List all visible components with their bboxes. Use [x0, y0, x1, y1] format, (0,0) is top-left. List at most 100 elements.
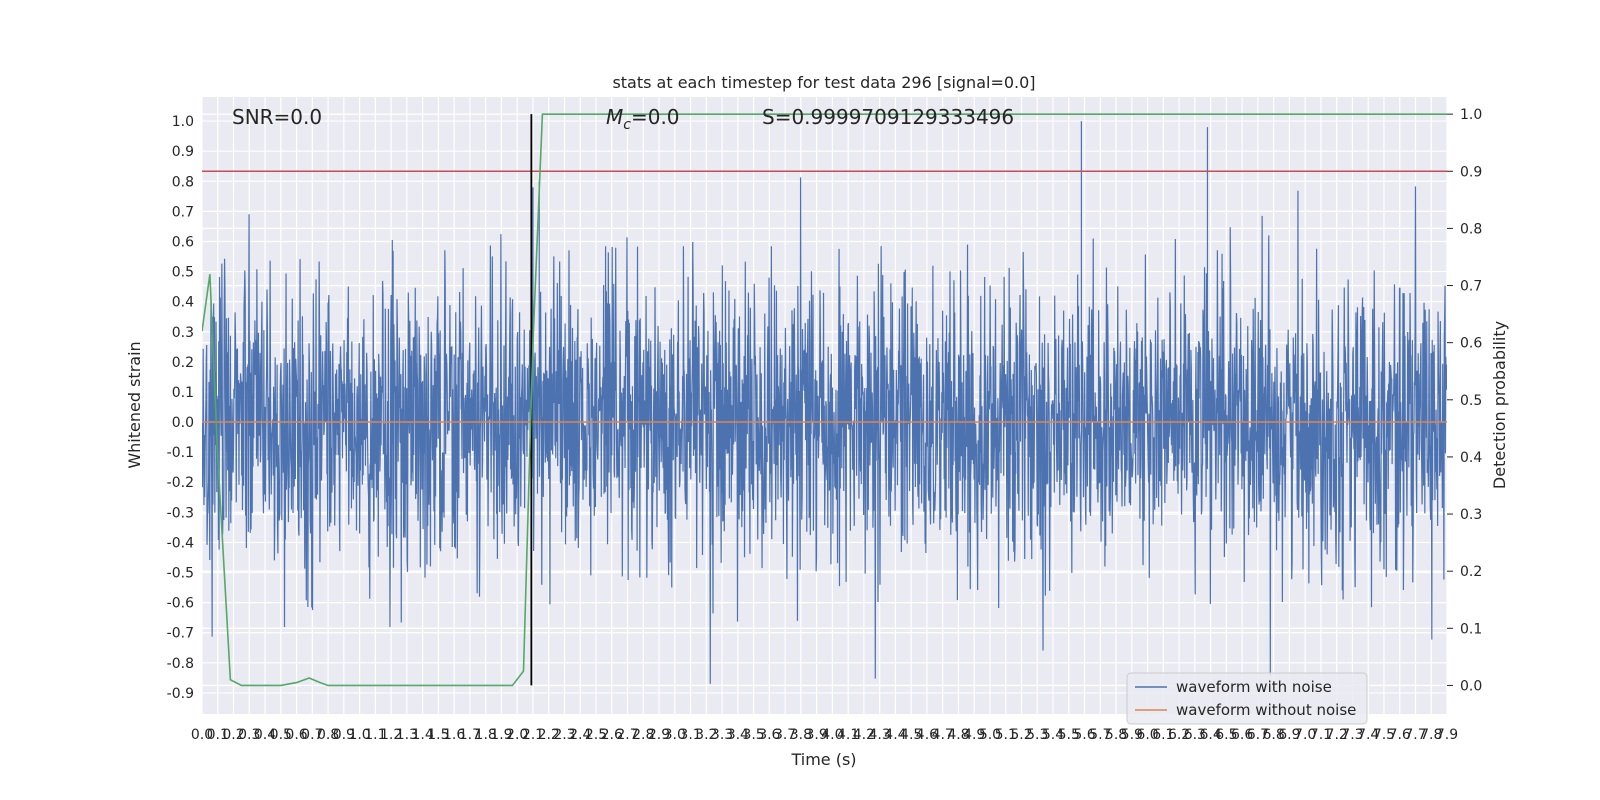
x-tick-label: 6.0	[1136, 727, 1158, 743]
y2-tick-label: 0.7	[1460, 279, 1482, 295]
x-tick-label: 3.4	[727, 727, 749, 743]
x-tick-label: 2.9	[648, 727, 670, 743]
x-tick-label: 2.0	[506, 727, 528, 743]
y2-tick-label: 0.1	[1460, 621, 1482, 637]
x-tick-label: 0.0	[191, 727, 213, 743]
x-tick-label: 7.8	[1420, 727, 1442, 743]
x-tick-label: 3.3	[711, 727, 733, 743]
x-tick-label: 7.1	[1310, 727, 1332, 743]
y-tick-label: 0.1	[172, 385, 194, 401]
x-tick-label: 7.9	[1436, 727, 1458, 743]
chirp-mass-symbol: M	[606, 105, 623, 129]
x-tick-label: 2.4	[569, 727, 591, 743]
x-tick-label: 6.3	[1184, 727, 1206, 743]
y-tick-label: 0.4	[172, 295, 194, 311]
x-tick-label: 5.3	[1026, 727, 1048, 743]
y-tick-label: 1.0	[172, 114, 194, 130]
legend-entry-clean: waveform without noise	[1176, 701, 1356, 719]
x-tick-label: 3.1	[679, 727, 701, 743]
x-tick-label: 0.7	[301, 727, 323, 743]
x-tick-label: 5.6	[1073, 727, 1095, 743]
x-tick-label: 6.4	[1199, 727, 1221, 743]
x-tick-label: 7.3	[1341, 727, 1363, 743]
x-tick-label: 2.7	[616, 727, 638, 743]
x-tick-label: 1.6	[443, 727, 465, 743]
y2-axis-label: Detection probability	[1490, 321, 1509, 489]
score-annotation: S=0.9999709129333496	[762, 105, 1014, 129]
x-tick-label: 4.5	[900, 727, 922, 743]
legend: waveform with noise waveform without noi…	[1126, 672, 1368, 725]
x-tick-label: 4.4	[884, 727, 906, 743]
y2-tick-label: 1.0	[1460, 107, 1482, 123]
x-tick-label: 6.2	[1168, 727, 1190, 743]
y-tick-label: -0.7	[167, 626, 194, 642]
x-tick-label: 0.6	[285, 727, 307, 743]
y-tick-label: -0.4	[167, 535, 194, 551]
x-tick-labels: 0.00.10.20.30.40.50.60.70.80.91.01.11.21…	[191, 727, 1458, 743]
x-tick-label: 0.1	[207, 727, 229, 743]
x-tick-label: 1.7	[459, 727, 481, 743]
x-tick-label: 4.8	[947, 727, 969, 743]
x-tick-label: 6.7	[1247, 727, 1269, 743]
y-tick-label: -0.2	[167, 475, 194, 491]
x-tick-label: 7.5	[1373, 727, 1395, 743]
y-tick-label: 0.5	[172, 265, 194, 281]
y2-tick-label: 0.6	[1460, 336, 1482, 352]
x-tick-label: 2.8	[632, 727, 654, 743]
x-tick-label: 6.6	[1231, 727, 1253, 743]
x-tick-label: 7.6	[1389, 727, 1411, 743]
x-tick-label: 1.2	[380, 727, 402, 743]
x-tick-label: 5.9	[1121, 727, 1143, 743]
x-tick-label: 1.0	[348, 727, 370, 743]
y2-tick-label: 0.2	[1460, 564, 1482, 580]
x-tick-label: 4.0	[821, 727, 843, 743]
chart-title: stats at each timestep for test data 296…	[612, 73, 1035, 92]
x-tick-label: 1.3	[396, 727, 418, 743]
y-tick-label: 0.0	[172, 415, 194, 431]
chirp-mass-subscript: c	[623, 117, 631, 133]
x-tick-label: 3.5	[742, 727, 764, 743]
x-tick-label: 0.9	[333, 727, 355, 743]
x-tick-label: 1.8	[475, 727, 497, 743]
x-tick-label: 3.7	[774, 727, 796, 743]
y-tick-labels: 1.0 0.9 0.8 0.7 0.6 0.5 0.4 0.3 0.2 0.1 0.0 -0.1 -0.…	[167, 114, 194, 702]
x-tick-label: 4.7	[932, 727, 954, 743]
x-tick-label: 3.8	[790, 727, 812, 743]
x-tick-label: 7.2	[1326, 727, 1348, 743]
chirp-mass-annotation: Mc=0.0	[606, 105, 680, 133]
y2-tick-label: 0.5	[1460, 393, 1482, 409]
y-tick-label: 0.7	[172, 204, 194, 220]
y-tick-label: 0.6	[172, 234, 194, 250]
x-tick-label: 2.3	[553, 727, 575, 743]
y-tick-label: 0.8	[172, 174, 194, 190]
x-tick-label: 1.5	[427, 727, 449, 743]
x-tick-label: 4.9	[963, 727, 985, 743]
x-tick-label: 4.6	[916, 727, 938, 743]
x-tick-label: 6.8	[1263, 727, 1285, 743]
y-tick-label: -0.5	[167, 566, 194, 582]
series-detection-probability	[202, 113, 1447, 687]
y-axis-label: Whitened strain	[125, 341, 144, 468]
x-tick-label: 7.4	[1357, 727, 1379, 743]
x-tick-label: 5.5	[1058, 727, 1080, 743]
x-tick-label: 1.4	[412, 727, 434, 743]
x-tick-label: 3.2	[695, 727, 717, 743]
snr-annotation: SNR=0.0	[232, 105, 322, 129]
x-tick-label: 7.7	[1404, 727, 1426, 743]
y2-tick-label: 0.9	[1460, 164, 1482, 180]
x-tick-label: 2.6	[601, 727, 623, 743]
chirp-mass-value: =0.0	[631, 105, 680, 129]
y2-tick-label: 0.4	[1460, 450, 1482, 466]
x-axis-label: Time (s)	[790, 750, 856, 769]
y-tick-label: 0.2	[172, 355, 194, 371]
x-tick-label: 3.0	[664, 727, 686, 743]
y2-tick-labels: 1.0 0.9 0.8 0.7 0.6 0.5 0.4 0.3 0.2 0.1 0.0	[1447, 107, 1482, 694]
x-tick-label: 0.4	[254, 727, 276, 743]
x-tick-label: 5.8	[1105, 727, 1127, 743]
y-tick-label: -0.3	[167, 505, 194, 521]
y-tick-label: 0.9	[172, 144, 194, 160]
x-tick-label: 5.7	[1089, 727, 1111, 743]
x-tick-label: 2.1	[522, 727, 544, 743]
x-tick-label: 6.5	[1215, 727, 1237, 743]
